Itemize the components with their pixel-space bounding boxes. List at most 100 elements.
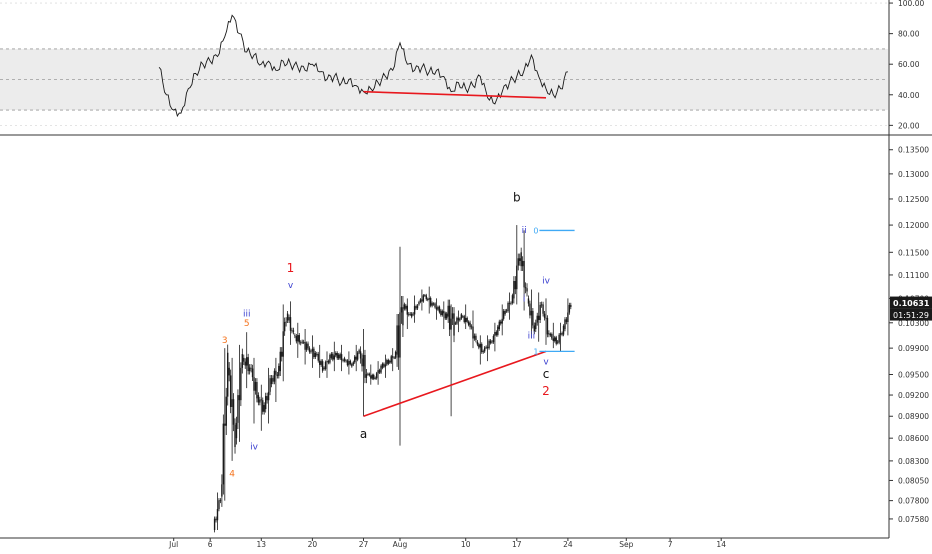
candle-body [524, 287, 527, 289]
candle-body [529, 303, 531, 316]
price-trendline [363, 350, 547, 417]
time-tick-label: Sep [619, 540, 633, 549]
price-tick-label: 0.07800 [898, 497, 929, 506]
candle-body [517, 258, 519, 266]
candle-day [294, 322, 302, 358]
candle-body [250, 367, 252, 369]
candle-day [513, 225, 521, 305]
candle-body [381, 363, 384, 368]
candle-body [313, 348, 315, 358]
candle-body [473, 335, 476, 339]
candle-body [295, 336, 298, 342]
candle-body [362, 354, 365, 367]
candle-body [570, 304, 572, 307]
time-tick-label: 27 [359, 540, 369, 549]
candle-body [286, 313, 289, 321]
rsi-trendline [363, 90, 547, 99]
candle-body [565, 319, 568, 322]
candle-body [498, 321, 500, 330]
candle-body [314, 353, 317, 358]
candle-body [324, 362, 327, 369]
candle-body [215, 518, 217, 521]
candle-body [431, 303, 433, 306]
candle-body [489, 340, 492, 343]
candle-body [351, 364, 353, 367]
candle-body [562, 325, 565, 335]
candle-day [505, 292, 514, 320]
candle-body [519, 258, 521, 261]
candle-day [381, 354, 390, 378]
candle-body [505, 310, 508, 312]
candle-body [549, 334, 552, 336]
price-tick-label: 0.10300 [898, 319, 929, 328]
candle-body [365, 374, 368, 378]
candle-body [393, 357, 395, 359]
candle-body [327, 361, 330, 363]
candle-body [251, 368, 254, 378]
rsi-tick-label: 20.00 [898, 121, 920, 130]
wave-label: iv [250, 442, 259, 452]
price-tick-label: 0.09900 [898, 344, 929, 353]
candle-body [339, 354, 341, 359]
candle-body [343, 358, 346, 361]
candle-body [488, 340, 490, 349]
candle-body [483, 347, 486, 352]
wave-label: i [523, 294, 526, 304]
candle-body [273, 370, 276, 382]
last-price-badge [890, 296, 932, 309]
candle-day [549, 322, 557, 349]
candle-body [511, 295, 514, 303]
candle-day [542, 298, 550, 345]
candle-day [221, 344, 229, 507]
candle-day [272, 357, 280, 403]
candle-body [555, 337, 557, 344]
candle-body [231, 399, 233, 407]
time-tick-label: 10 [461, 540, 471, 549]
candle-body [361, 358, 363, 367]
candle-day [213, 492, 222, 533]
candle-body [467, 321, 470, 325]
candle-day [491, 322, 499, 352]
candle-body [323, 367, 325, 369]
candle-day [235, 344, 244, 445]
candle-body [437, 306, 439, 310]
candle-body [492, 335, 495, 343]
candle-body [463, 316, 465, 322]
candle-day [403, 298, 411, 330]
candle-day [535, 292, 543, 342]
candle-body [418, 301, 420, 305]
candle-body [337, 354, 340, 359]
candle-day [483, 335, 492, 362]
price-tick-label: 0.13500 [898, 146, 929, 155]
candle-day [462, 304, 470, 330]
candle-body [355, 356, 357, 360]
wave-label: b [513, 191, 521, 205]
wave-label: 5 [244, 319, 250, 329]
candle-body [326, 361, 328, 363]
wave-label: v [288, 281, 294, 291]
rsi-tick-label: 100.00 [898, 0, 924, 8]
candle-body [228, 367, 230, 376]
candle-body [400, 307, 403, 313]
candle-body [224, 423, 226, 426]
candle-body [564, 319, 566, 330]
candle-body [453, 313, 455, 336]
candle-body [342, 360, 344, 361]
candle-body [340, 354, 343, 361]
candle-body [384, 364, 387, 367]
wave-label: iii [528, 332, 536, 342]
time-axis[interactable]: Jul 6 13 20 27 Aug 10 17 24 Sep 7 14 [0, 537, 889, 549]
candle-body [300, 342, 302, 344]
rsi-panel[interactable] [0, 2, 932, 136]
candle-body [262, 400, 264, 412]
time-tick-label: 17 [512, 540, 522, 549]
candle-body [257, 395, 260, 403]
candle-day [476, 335, 484, 365]
candle-day [418, 289, 426, 311]
price-axis[interactable]: 100.00 80.00 60.00 40.00 20.00 0.13500 0.13000… [888, 0, 932, 538]
candle-body [283, 322, 286, 332]
candle-body [253, 377, 255, 391]
